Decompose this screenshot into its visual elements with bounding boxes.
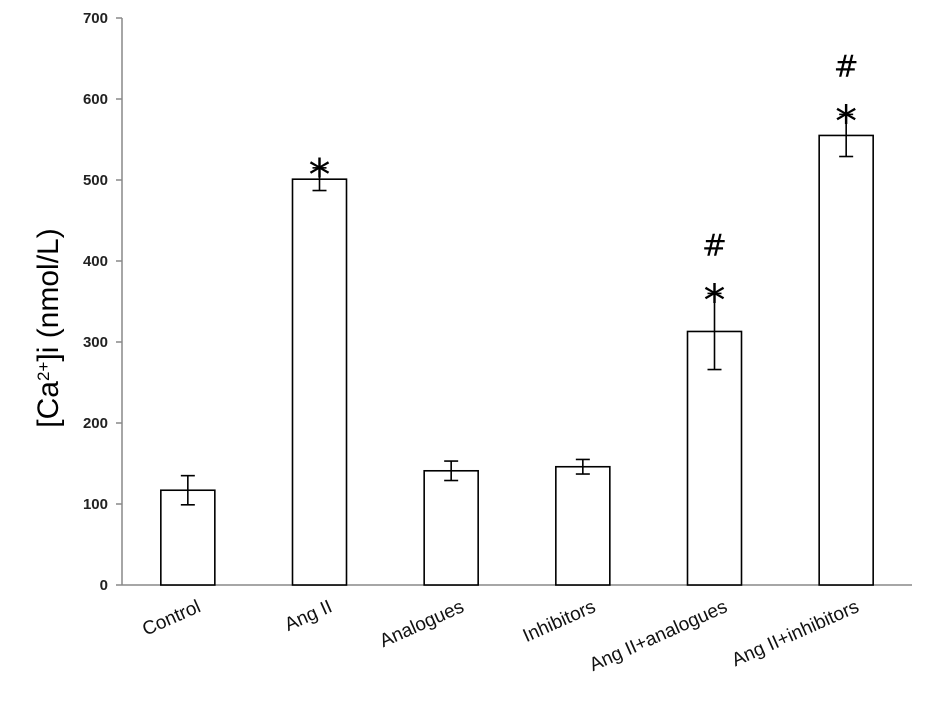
bars [160,134,874,586]
bar [555,465,611,586]
significance-star: * [704,275,726,326]
axes [121,18,912,586]
y-tick-label: 200 [83,415,108,432]
significance-hash: # [834,49,859,84]
y-tick-label: 700 [83,10,108,27]
x-tick-label: Ang II [282,596,336,635]
significance-star: * [835,96,857,147]
bar [686,330,743,586]
significance-star: * [309,150,331,201]
y-ticks: 0 100 200 300 400 500 600 700 [83,10,122,594]
svg-text:[Ca2+]i (nmol/L): [Ca2+]i (nmol/L) [32,228,65,427]
x-tick-label: Ang II+analogues [586,596,730,676]
significance-hash: # [702,228,727,263]
x-tick-label: Control [139,596,203,640]
x-tick-label: Ang II+inhibitors [729,596,862,671]
x-tick-label: Inhibitors [520,596,599,647]
bar [818,134,874,586]
y-tick-label: 100 [83,496,108,513]
error-bars [180,113,854,506]
y-tick-label: 300 [83,334,108,351]
y-tick-label: 0 [100,577,108,594]
y-tick-label: 500 [83,172,108,189]
bar [291,178,348,586]
y-axis-label: [Ca2+]i (nmol/L) [32,228,65,427]
y-tick-label: 600 [83,91,108,108]
bar [423,469,479,586]
y-tick-label: 400 [83,253,108,270]
x-tick-label: Analogues [377,596,468,652]
significance-marks: * * # * # [309,49,859,326]
